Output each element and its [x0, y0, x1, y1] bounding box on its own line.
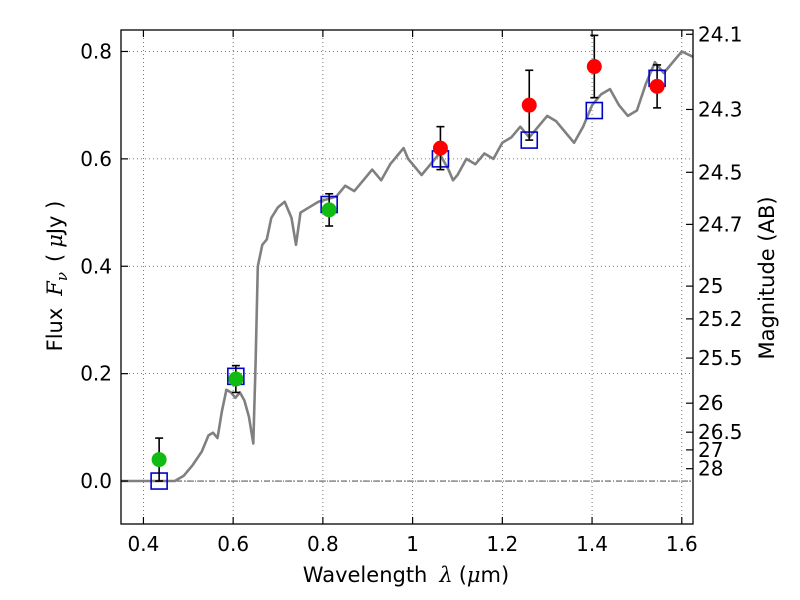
y-tick-label: 0.0	[80, 469, 112, 493]
observation-point	[649, 64, 665, 109]
x-tick-label: 0.8	[307, 532, 339, 556]
x-tick-label: 0.4	[128, 532, 160, 556]
observation-point	[432, 125, 448, 171]
magnitude-tick-label: 24.5	[698, 160, 743, 184]
model-photometry-square	[585, 101, 604, 120]
observation-point	[586, 34, 602, 99]
observation-marker	[521, 97, 537, 113]
x-tick-label: 1.6	[666, 532, 698, 556]
observation-point	[228, 364, 244, 394]
magnitude-tick-label: 25.5	[698, 346, 743, 370]
magnitude-tick-label: 26.5	[698, 420, 743, 444]
y-axis-title: FluxFν(μJy )	[43, 201, 71, 352]
y-tick-label: 0.2	[80, 362, 112, 386]
model-spectrum-line	[121, 50, 694, 483]
observation-marker	[228, 371, 244, 387]
magnitude-tick-label: 24.7	[698, 212, 743, 236]
observations-layer	[151, 34, 665, 482]
x-tick-label: 0.6	[217, 532, 249, 556]
observation-marker	[432, 140, 448, 156]
magnitude-tick-label: 24.3	[698, 97, 743, 121]
observation-marker	[586, 59, 602, 75]
magnitude-tick-label: 28	[698, 457, 723, 481]
y-tick-label: 0.8	[80, 39, 112, 63]
plot-frame	[120, 29, 694, 525]
observation-point	[521, 69, 537, 141]
observation-point	[321, 192, 337, 227]
x-tick-label: 1.4	[576, 532, 608, 556]
y-axis-ticks: 0.0 0.2 0.4 0.6 0.8	[80, 39, 128, 493]
magnitude-axis-title: Magnitude (AB)	[755, 196, 779, 359]
x-axis-ticks: 0.4 0.6 0.8 1 1.2 1.4 1.6	[128, 30, 698, 556]
observation-marker	[649, 78, 665, 94]
y-tick-label: 0.6	[80, 147, 112, 171]
x-tick-label: 1.2	[486, 532, 518, 556]
magnitude-tick-label: 26	[698, 391, 723, 415]
observation-marker	[321, 202, 337, 218]
observation-point	[151, 437, 167, 482]
magnitude-tick-label: 24.1	[698, 22, 743, 46]
magnitude-tick-label: 27	[698, 438, 723, 462]
x-tick-label: 1	[406, 532, 419, 556]
observation-marker	[151, 452, 167, 468]
spectrum-layer	[121, 50, 694, 483]
x-axis-title: Wavelength λ (μm)	[303, 563, 509, 587]
magnitude-tick-label: 25.2	[698, 307, 743, 331]
magnitude-tick-label: 25	[698, 274, 723, 298]
y-tick-label: 0.4	[80, 254, 112, 278]
